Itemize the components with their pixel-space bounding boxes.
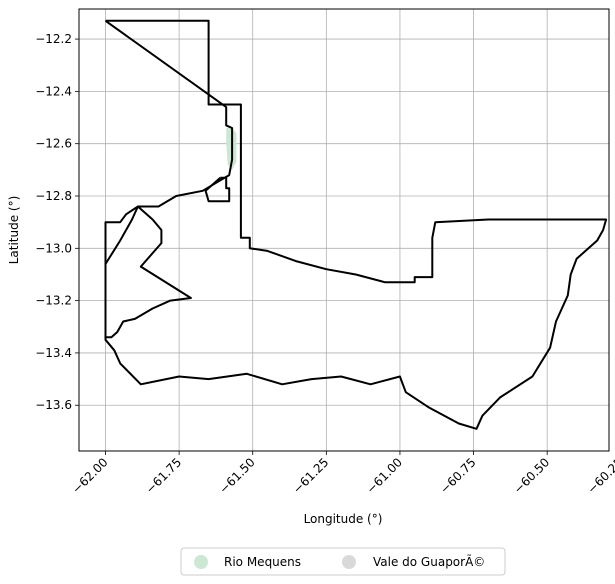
y-tick-label: −13.0 <box>35 241 72 255</box>
boundary-outer <box>104 19 608 430</box>
legend-marker-vale-do-guapore <box>342 555 356 569</box>
y-tick-label: −13.6 <box>35 398 72 412</box>
legend: Rio Mequens Vale do GuaporÃ© <box>180 547 506 576</box>
legend-marker-rio-mequens <box>194 555 208 569</box>
y-tick-label: −12.8 <box>35 189 72 203</box>
grid-lines <box>79 9 609 451</box>
boundary-lines <box>104 19 608 430</box>
legend-label-rio-mequens: Rio Mequens <box>224 555 301 569</box>
y-tick-label: −12.4 <box>35 84 72 98</box>
boundary-inner-west <box>104 205 192 339</box>
y-tick-label: −12.6 <box>35 137 72 151</box>
plot-frame <box>78 8 610 452</box>
x-axis-label: Longitude (°) <box>304 512 383 526</box>
boundary-inner-small <box>204 176 231 203</box>
y-axis-ticks: −12.2 −12.4 −12.6 −12.8 −13.0 −13.2 −13.4 −13.6 <box>35 32 79 412</box>
y-axis-label: Latitude (°) <box>7 196 21 265</box>
y-tick-label: −13.2 <box>35 294 72 308</box>
legend-label-vale-do-guapore: Vale do GuaporÃ© <box>373 554 485 569</box>
y-tick-label: −13.4 <box>35 346 72 360</box>
y-tick-label: −12.2 <box>35 32 72 46</box>
